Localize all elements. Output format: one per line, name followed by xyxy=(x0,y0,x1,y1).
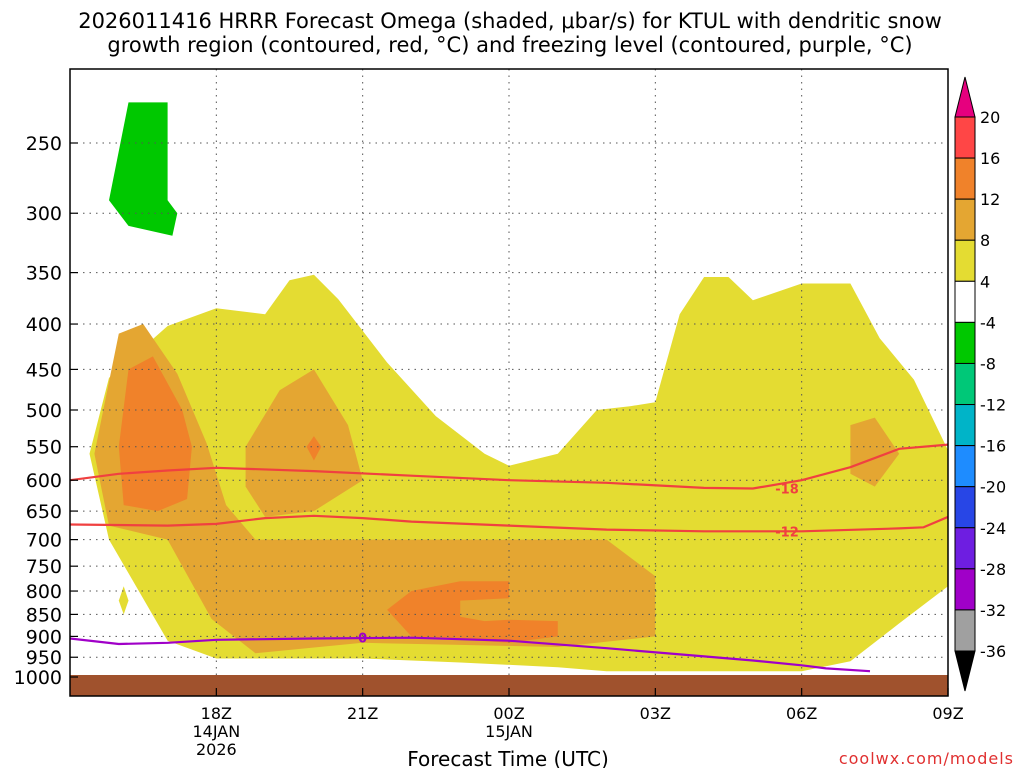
y-tick-label: 300 xyxy=(26,203,62,225)
omega-region-0-2 xyxy=(850,591,900,633)
y-tick-label: 900 xyxy=(26,626,62,648)
omega-region-1-0 xyxy=(94,324,656,654)
x-tick-label: 18Z xyxy=(201,704,232,723)
omega-region-0-3 xyxy=(118,586,129,615)
x-tick-date: 14JAN xyxy=(192,722,240,741)
chart-title-line1: 2026011416 HRRR Forecast Omega (shaded, … xyxy=(78,9,942,33)
colorbar-label: -24 xyxy=(980,519,1006,538)
x-tick-year: 2026 xyxy=(196,740,237,759)
contour-label: -18 xyxy=(775,482,799,497)
omega-region-2-2 xyxy=(387,581,558,643)
omega-region-2-1 xyxy=(306,436,322,461)
colorbar-label: 4 xyxy=(980,272,990,291)
colorbar-bottom-arrow xyxy=(954,650,976,692)
colorbar-band xyxy=(954,321,976,364)
y-tick-label: 250 xyxy=(26,133,62,155)
x-tick-label: 03Z xyxy=(640,704,671,723)
x-tick-label: 21Z xyxy=(347,704,378,723)
colorbar-band xyxy=(954,280,976,323)
colorbar-label: 20 xyxy=(980,108,1000,127)
contour-line-0 xyxy=(70,443,948,490)
y-axis-ticks: 2503003504004505005506006507007508008509… xyxy=(14,133,78,689)
watermark: coolwx.com/models xyxy=(839,749,1014,768)
colorbar-label: -12 xyxy=(980,396,1006,415)
contour-line-1 xyxy=(70,514,948,533)
colorbar-band xyxy=(954,157,976,200)
x-axis-label: Forecast Time (UTC) xyxy=(407,747,609,768)
x-tick-date: 15JAN xyxy=(485,722,533,741)
colorbar-label: -28 xyxy=(980,560,1006,579)
x-tick-label: 06Z xyxy=(786,704,817,723)
colorbar-band xyxy=(954,609,976,652)
y-tick-label: 700 xyxy=(26,530,62,552)
y-tick-label: 400 xyxy=(26,314,62,336)
colorbar: 20 16 12 8 4 -4 -8 -12 -16 -20 -24 -28 -32 -36 xyxy=(954,76,1006,692)
omega-region-3-0 xyxy=(109,102,178,236)
y-tick-label: 600 xyxy=(26,470,62,492)
y-tick-label: 350 xyxy=(26,263,62,285)
y-tick-label: 950 xyxy=(26,647,62,669)
omega-region-1-2 xyxy=(850,417,900,487)
omega-region-0-1 xyxy=(709,459,827,496)
surface-ground xyxy=(70,675,948,696)
omega-region-1-1 xyxy=(245,369,363,517)
contour-lines: -18 -12 0 xyxy=(70,443,948,673)
contour-label: 0 xyxy=(358,632,367,647)
x-tick-label: 00Z xyxy=(493,704,524,723)
colorbar-band xyxy=(954,362,976,406)
colorbar-band xyxy=(954,116,976,159)
colorbar-band xyxy=(954,568,976,611)
colorbar-label: -32 xyxy=(980,601,1006,620)
colorbar-label: -16 xyxy=(980,437,1006,456)
colorbar-band xyxy=(954,527,976,570)
colorbar-label: 12 xyxy=(980,190,1000,209)
colorbar-band xyxy=(954,198,976,241)
y-tick-label: 750 xyxy=(26,556,62,578)
colorbar-band xyxy=(954,445,976,488)
colorbar-label: -36 xyxy=(980,642,1006,661)
colorbar-label: -20 xyxy=(980,478,1006,497)
colorbar-label: 16 xyxy=(980,149,1000,168)
contour-line-2 xyxy=(70,636,871,673)
contour-label: -12 xyxy=(775,525,799,540)
colorbar-label: -4 xyxy=(980,313,996,332)
y-tick-label: 850 xyxy=(26,604,62,626)
surface-band xyxy=(70,675,948,696)
y-tick-label: 800 xyxy=(26,581,62,603)
y-tick-label: 1000 xyxy=(14,667,62,689)
colorbar-label: 8 xyxy=(980,231,990,250)
y-tick-label: 550 xyxy=(26,437,62,459)
omega-shading xyxy=(89,102,948,672)
x-tick-label: 09Z xyxy=(932,704,963,723)
chart-title-line2: growth region (contoured, red, °C) and f… xyxy=(107,33,912,57)
plot-area: -18 -12 0 xyxy=(69,68,949,697)
y-tick-label: 650 xyxy=(26,501,62,523)
colorbar-band xyxy=(954,486,976,529)
y-tick-label: 450 xyxy=(26,359,62,381)
colorbar-label: -8 xyxy=(980,354,996,373)
y-tick-label: 500 xyxy=(26,400,62,422)
colorbar-top-arrow xyxy=(954,76,976,118)
colorbar-band xyxy=(954,239,976,282)
colorbar-band xyxy=(954,404,976,447)
